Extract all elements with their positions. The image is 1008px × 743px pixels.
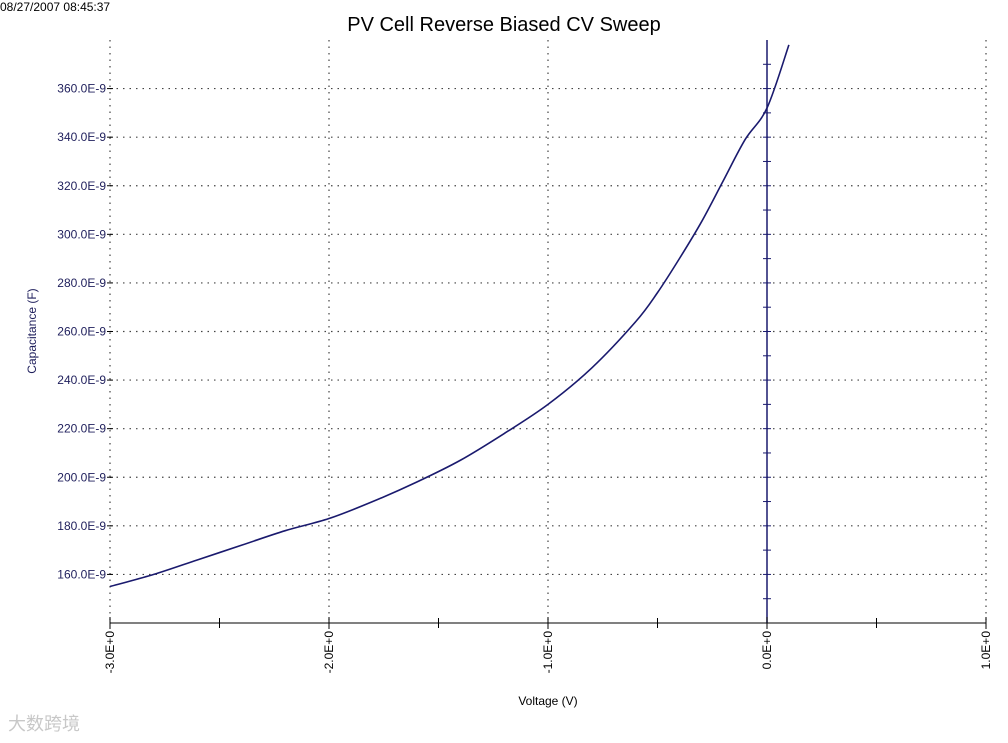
y-tick-label: 360.0E-9 (57, 82, 106, 96)
capacitance-curve (109, 44, 790, 588)
series (109, 44, 790, 588)
chart-title: PV Cell Reverse Biased CV Sweep (347, 14, 661, 36)
grid-lines (110, 40, 987, 623)
tick-marks (107, 63, 987, 629)
x-tick-label: -1.0E+0 (541, 631, 555, 674)
y-tick-label: 300.0E-9 (57, 227, 106, 241)
x-axis-label: Voltage (V) (518, 694, 577, 708)
x-tick-label: 1.0E+0 (979, 631, 993, 670)
y-tick-label: 340.0E-9 (57, 130, 106, 144)
x-tick-label: -2.0E+0 (322, 631, 336, 674)
y-axis-label: Capacitance (F) (25, 288, 39, 373)
x-tick-label: 0.0E+0 (760, 631, 774, 670)
y-tick-label: 240.0E-9 (57, 373, 106, 387)
y-tick-label: 160.0E-9 (57, 567, 106, 581)
timestamp: 08/27/2007 08:45:37 (0, 0, 111, 14)
y-tick-label: 200.0E-9 (57, 470, 106, 484)
x-tick-label: -3.0E+0 (103, 631, 117, 674)
y-tick-label: 320.0E-9 (57, 179, 106, 193)
y-tick-label: 220.0E-9 (57, 422, 106, 436)
y-tick-label: 260.0E-9 (57, 325, 106, 339)
y-tick-label: 280.0E-9 (57, 276, 106, 290)
watermark: 大数跨境 (8, 714, 80, 735)
tick-labels: 160.0E-9 180.0E-9 200.0E-9 220.0E-9 240.0E-9… (57, 82, 993, 674)
y-tick-label: 180.0E-9 (57, 519, 106, 533)
